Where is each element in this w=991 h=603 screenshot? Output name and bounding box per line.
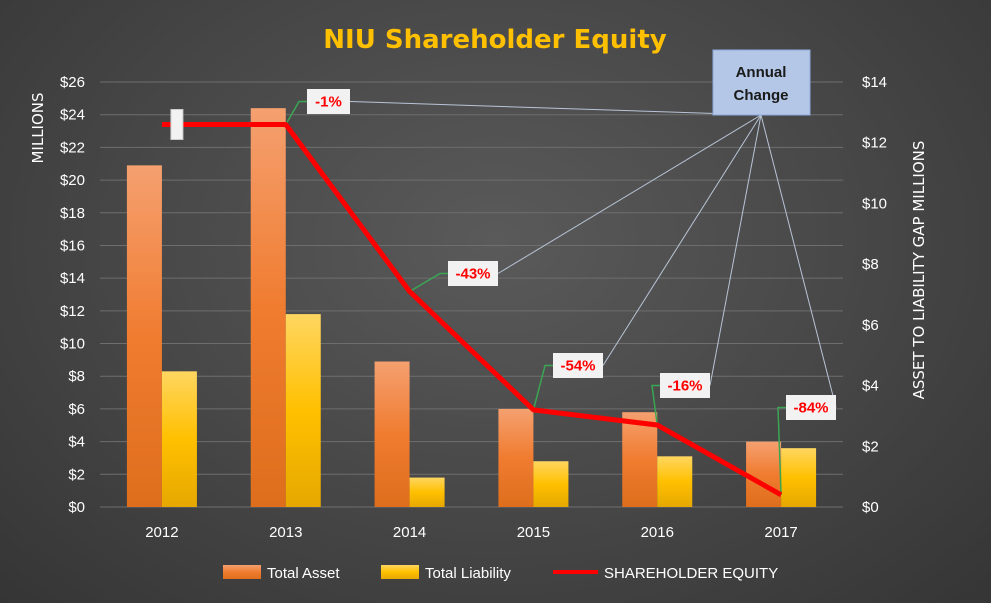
x-tick-label: 2013 <box>269 524 302 541</box>
x-tick-label: 2016 <box>641 524 674 541</box>
annual-change-connector <box>709 114 762 386</box>
bar-total-liability-2016 <box>657 456 693 507</box>
bar-total-asset-2016 <box>622 412 658 507</box>
change-callouts: -1% -43% -54% -16% -84% <box>307 89 836 420</box>
annotation-leaders <box>285 100 837 495</box>
equity-line-group <box>161 109 783 498</box>
change-callout-box <box>448 261 498 286</box>
x-tick-label: 2014 <box>393 524 426 541</box>
left-tick-label: $18 <box>60 205 85 222</box>
bar-total-liability-2013 <box>285 314 321 507</box>
x-tick-label: 2012 <box>145 524 178 541</box>
change-callout-label: -1% <box>315 94 342 111</box>
left-tick-label: $24 <box>60 107 85 124</box>
left-tick-label: $16 <box>60 237 85 254</box>
shareholder-equity-line <box>161 122 783 498</box>
right-tick-label: $0 <box>862 499 879 516</box>
right-tick-label: $14 <box>862 74 887 91</box>
annual-change-connector <box>760 114 837 408</box>
left-tick-label: $20 <box>60 172 85 189</box>
change-leader <box>777 406 786 495</box>
legend-label-total-liability: Total Liability <box>425 565 511 582</box>
x-tick-label: 2017 <box>764 524 797 541</box>
chart-title: NIU Shareholder Equity <box>323 25 666 55</box>
bar-total-asset-2017 <box>746 441 782 507</box>
right-axis-label: ASSET TO LIABILITY GAP MILLIONS <box>910 141 928 400</box>
change-leader <box>532 364 553 411</box>
bars-group <box>126 108 817 508</box>
start-marker <box>170 109 184 140</box>
bar-total-liability-2017 <box>781 448 817 507</box>
left-axis-ticks: $0 $2 $4 $6 $8 $10 $12 $14 $16 $18 $20 $22 $24 $26 <box>60 74 85 516</box>
bar-total-asset-2015 <box>498 408 534 507</box>
legend-label-total-asset: Total Asset <box>267 565 340 582</box>
change-callout-label: -54% <box>560 358 595 375</box>
change-leader <box>651 384 660 426</box>
right-tick-label: $12 <box>862 135 887 152</box>
left-axis-label: MILLIONS <box>29 92 47 163</box>
x-axis-ticks: 2012 2013 2014 2015 2016 2017 <box>145 524 798 541</box>
bar-total-asset-2012 <box>126 165 162 507</box>
right-tick-label: $10 <box>862 195 887 212</box>
right-axis-ticks: $0 $2 $4 $6 $8 $10 $12 $14 <box>862 74 887 516</box>
change-callout-box <box>307 89 350 114</box>
right-tick-label: $8 <box>862 256 879 273</box>
annual-change-connector <box>602 114 762 366</box>
left-tick-label: $4 <box>68 434 85 451</box>
change-callout-box <box>660 373 710 398</box>
left-tick-label: $6 <box>68 401 85 418</box>
change-callout-label: -16% <box>667 378 702 395</box>
change-callout-label: -84% <box>793 400 828 417</box>
annual-change-line2: Change <box>733 87 788 104</box>
change-leader <box>409 272 448 293</box>
annual-change-connector <box>349 101 762 116</box>
right-tick-label: $2 <box>862 438 879 455</box>
bar-total-liability-2012 <box>161 371 197 507</box>
bar-total-asset-2014 <box>374 361 410 507</box>
annual-change-box: Annual Change <box>712 49 811 116</box>
left-tick-label: $12 <box>60 303 85 320</box>
left-tick-label: $8 <box>68 368 85 385</box>
annual-change-line1: Annual <box>736 64 787 81</box>
legend-swatch-total-asset <box>223 565 261 579</box>
change-callout-label: -43% <box>455 266 490 283</box>
x-tick-label: 2015 <box>517 524 550 541</box>
left-tick-label: $10 <box>60 336 85 353</box>
change-callout-box <box>786 395 836 420</box>
left-tick-label: $0 <box>68 499 85 516</box>
bar-total-liability-2015 <box>533 461 569 507</box>
legend: Total Asset Total Liability SHAREHOLDER … <box>223 565 778 582</box>
left-tick-label: $22 <box>60 139 85 156</box>
left-tick-label: $26 <box>60 74 85 91</box>
right-tick-label: $6 <box>862 317 879 334</box>
change-callout-box <box>553 353 603 378</box>
bar-total-liability-2014 <box>409 477 445 507</box>
legend-swatch-total-liability <box>381 565 419 579</box>
bar-total-asset-2013 <box>250 108 286 508</box>
right-tick-label: $4 <box>862 378 879 395</box>
left-tick-label: $2 <box>68 466 85 483</box>
annual-change-connector <box>497 114 762 274</box>
left-tick-label: $14 <box>60 270 85 287</box>
change-leader <box>285 100 307 125</box>
gridlines <box>100 81 843 508</box>
legend-label-shareholder-equity: SHAREHOLDER EQUITY <box>604 565 778 582</box>
